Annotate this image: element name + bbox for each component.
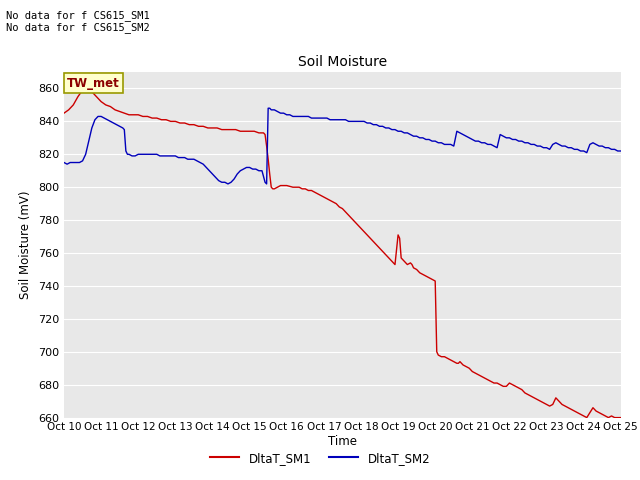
- DltaT_SM1: [83, 85, 91, 91]
- DltaT_SM1: [379, 249, 387, 254]
- DltaT_SM2: [264, 105, 272, 111]
- DltaT_SM2: [524, 140, 532, 145]
- DltaT_SM2: [143, 151, 151, 157]
- Text: TW_met: TW_met: [67, 77, 120, 90]
- Line: DltaT_SM1: DltaT_SM1: [64, 88, 621, 418]
- X-axis label: Time: Time: [328, 435, 357, 448]
- Legend: DltaT_SM1, DltaT_SM2: DltaT_SM1, DltaT_SM2: [205, 447, 435, 469]
- DltaT_SM2: [441, 142, 449, 147]
- DltaT_SM1: [450, 359, 458, 364]
- DltaT_SM1: [172, 119, 179, 124]
- DltaT_SM1: [167, 119, 175, 124]
- DltaT_SM2: [60, 160, 68, 166]
- Y-axis label: Soil Moisture (mV): Soil Moisture (mV): [19, 191, 33, 299]
- DltaT_SM2: [292, 114, 300, 120]
- DltaT_SM2: [617, 148, 625, 154]
- Text: No data for f CS615_SM1
No data for f CS615_SM2: No data for f CS615_SM1 No data for f CS…: [6, 10, 150, 33]
- DltaT_SM1: [305, 188, 312, 193]
- DltaT_SM1: [385, 255, 393, 261]
- DltaT_SM1: [60, 110, 68, 116]
- DltaT_SM2: [224, 181, 232, 187]
- DltaT_SM2: [178, 155, 186, 160]
- DltaT_SM2: [175, 155, 182, 160]
- Title: Soil Moisture: Soil Moisture: [298, 56, 387, 70]
- Line: DltaT_SM2: DltaT_SM2: [64, 108, 621, 184]
- DltaT_SM1: [583, 415, 591, 420]
- DltaT_SM1: [617, 415, 625, 420]
